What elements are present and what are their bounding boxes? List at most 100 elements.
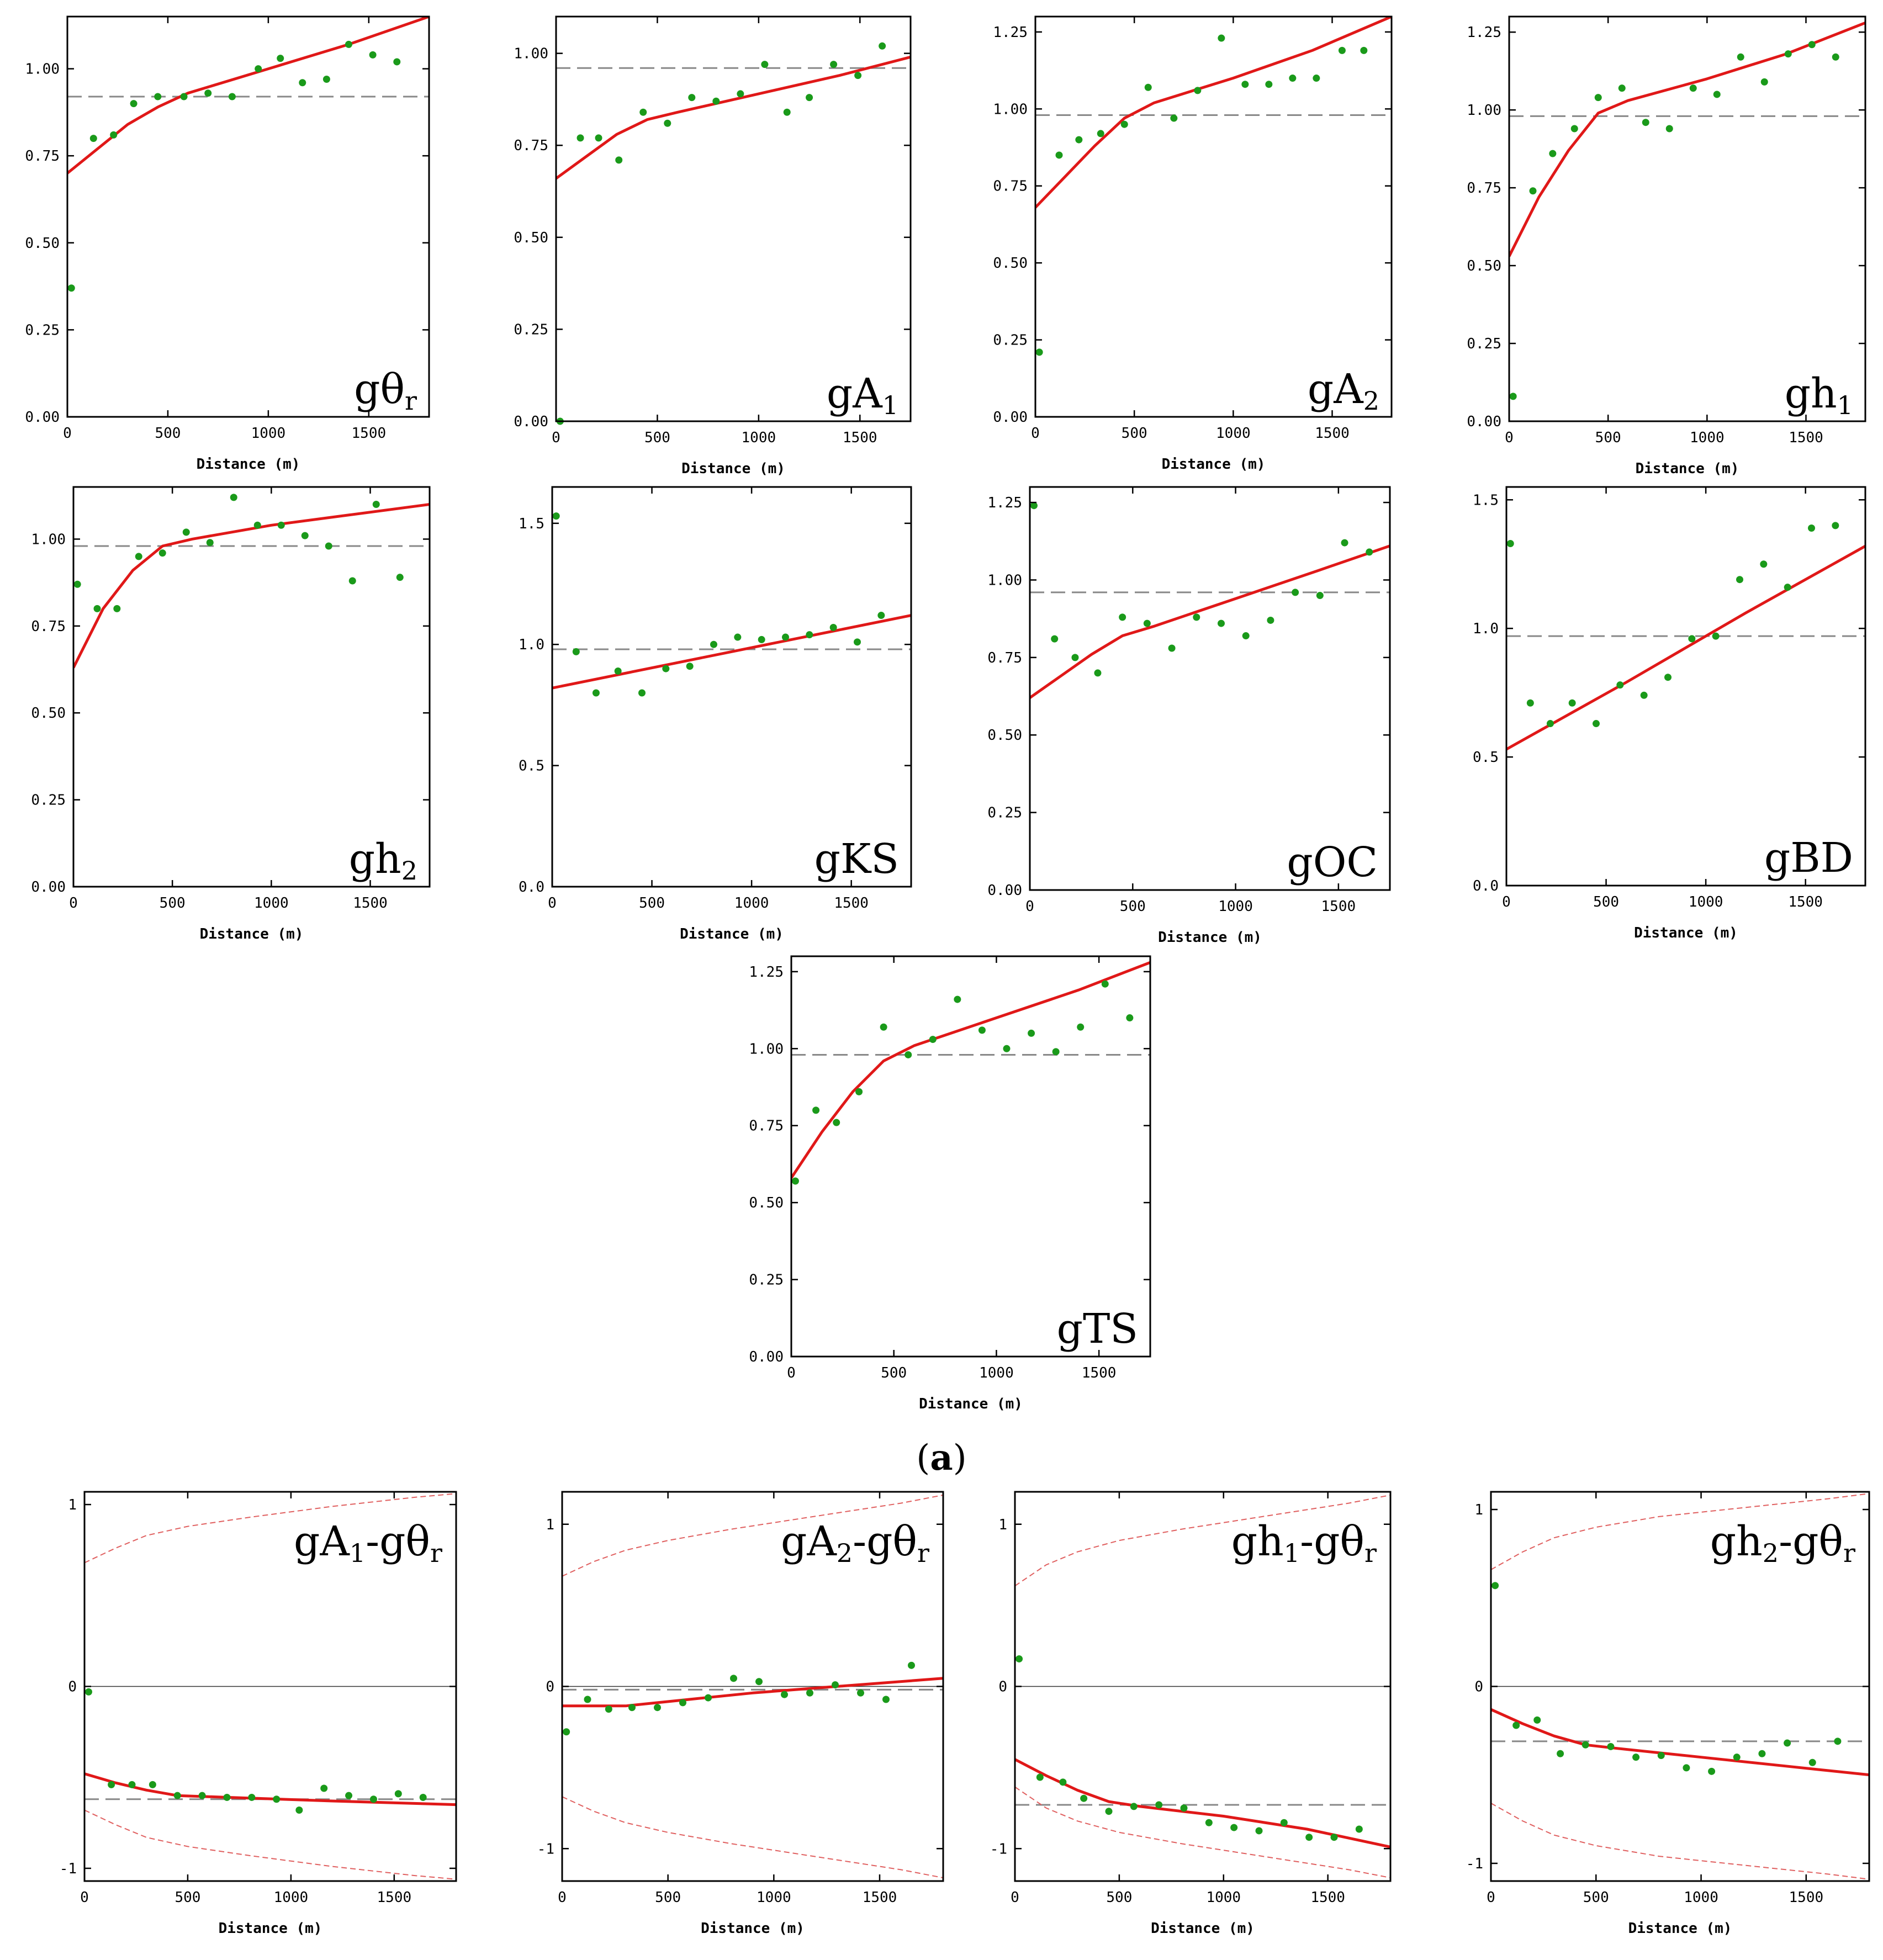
data-point [204, 89, 212, 97]
y-tick-label: 0.25 [31, 792, 66, 809]
panel-title-subscript: 1 [1284, 1538, 1300, 1568]
data-point [1052, 1048, 1060, 1056]
data-point [223, 1793, 231, 1801]
x-tick-label: 500 [174, 1889, 200, 1906]
y-tick-label: 0.00 [31, 879, 66, 896]
x-tick-label: 0 [1502, 894, 1511, 910]
data-point [1071, 654, 1079, 661]
data-point [1733, 1754, 1741, 1761]
y-tick-label: 0.50 [31, 705, 66, 722]
data-point [1305, 1834, 1313, 1841]
data-point [277, 55, 284, 62]
panel-title-main: gTS [1057, 1305, 1138, 1353]
y-tick-label: 0.75 [1467, 180, 1501, 197]
chart-ga2-gthetar: 0 500 1000 1500 -1 0 1 Distance (m) gA2-gθr [537, 1491, 944, 1937]
x-axis-label: Distance (m) [1162, 456, 1266, 473]
y-tick-label: 0 [68, 1679, 77, 1696]
plot-frame [1034, 15, 1393, 418]
panel-title: gOC [1287, 839, 1378, 886]
y-tick-label: 0.25 [993, 332, 1028, 349]
data-point [1760, 78, 1768, 86]
x-tick-label: 500 [655, 1889, 681, 1906]
data-point [67, 284, 75, 292]
panel-title-second: -gθ [366, 1518, 430, 1565]
data-point [1640, 691, 1648, 699]
data-point [1546, 720, 1554, 728]
panel-title-second: -gθ [853, 1518, 917, 1565]
y-tick-label: 0.75 [25, 148, 60, 165]
y-tick-label: 1.0 [1473, 621, 1499, 637]
data-point [1267, 616, 1274, 624]
y-tick-label: 0 [546, 1679, 554, 1696]
data-point [1280, 1819, 1288, 1826]
model-line [73, 503, 430, 669]
data-point [182, 528, 190, 536]
panel-title-second: -gθ [1779, 1518, 1843, 1565]
data-point [248, 1793, 256, 1801]
panel-title-subscript: 1 [1837, 390, 1853, 420]
x-tick-label: 1000 [757, 1889, 791, 1906]
data-point [158, 549, 166, 557]
y-tick-label: 0.00 [993, 409, 1028, 426]
data-point [688, 94, 696, 102]
model-line [562, 1677, 943, 1708]
data-point [572, 648, 580, 655]
data-point [180, 93, 188, 100]
data-point [1218, 34, 1225, 42]
model-line [1491, 1708, 1869, 1777]
panel-title: gBD [1764, 834, 1853, 882]
x-tick-label: 0 [1487, 1889, 1495, 1906]
data-point [584, 1696, 591, 1703]
data-point [325, 542, 332, 550]
panel-title: gθr [354, 365, 417, 416]
data-point [1075, 136, 1083, 144]
data-point [1834, 1737, 1842, 1745]
data-point [1120, 120, 1128, 128]
x-tick-label: 1000 [1206, 1889, 1241, 1906]
panel-title-main: gh [1710, 1518, 1763, 1565]
data-point [1015, 1655, 1023, 1663]
data-point [73, 580, 81, 588]
x-axis-label: Distance (m) [681, 460, 785, 477]
panel-title: gh1-gθr [1231, 1518, 1377, 1568]
x-axis-label: Distance (m) [680, 926, 784, 942]
panel-title-second-subscript: r [1364, 1538, 1377, 1568]
data-point [394, 1790, 402, 1798]
data-point [1105, 1808, 1113, 1815]
data-point [1193, 613, 1200, 621]
data-point [1051, 635, 1059, 643]
data-point [908, 1661, 915, 1669]
data-point [614, 667, 622, 675]
model-line [1509, 21, 1865, 257]
y-tick-label: 0.00 [25, 409, 60, 426]
y-tick-label: 0.50 [749, 1195, 784, 1211]
data-point [206, 539, 214, 547]
x-tick-label: 500 [1122, 425, 1147, 442]
data-point [1094, 669, 1102, 677]
data-point [705, 1694, 712, 1702]
data-point [1737, 53, 1744, 61]
data-point [1832, 522, 1839, 529]
data-point [1506, 539, 1514, 547]
y-tick-label: 1.0 [519, 637, 544, 653]
data-point [1338, 46, 1346, 54]
data-point [679, 1699, 686, 1707]
chart-g-oc: 0 500 1000 1500 0.00 0.25 0.50 0.75 1.00 1.25 Dist… [987, 486, 1391, 946]
envelope-lower-line [1491, 1803, 1869, 1880]
y-tick-label: -1 [537, 1841, 554, 1857]
model-line [552, 614, 911, 690]
x-axis-label: Distance (m) [1628, 1920, 1732, 1937]
data-point [806, 1689, 813, 1697]
data-point [830, 61, 838, 68]
model-line [1015, 1758, 1390, 1848]
y-tick-label: -1 [60, 1861, 77, 1877]
data-point [1035, 348, 1043, 356]
data-point [1593, 720, 1600, 728]
data-point [978, 1026, 986, 1034]
x-axis-label: Distance (m) [1636, 460, 1739, 477]
chart-g-a2: 0 500 1000 1500 0.00 0.25 0.50 0.75 1.00 1.25 Dist… [993, 15, 1393, 473]
x-axis-label: Distance (m) [919, 1396, 1023, 1412]
data-point [1080, 1794, 1088, 1802]
x-tick-label: 0 [548, 895, 557, 912]
y-tick-label: 0.25 [514, 321, 548, 338]
